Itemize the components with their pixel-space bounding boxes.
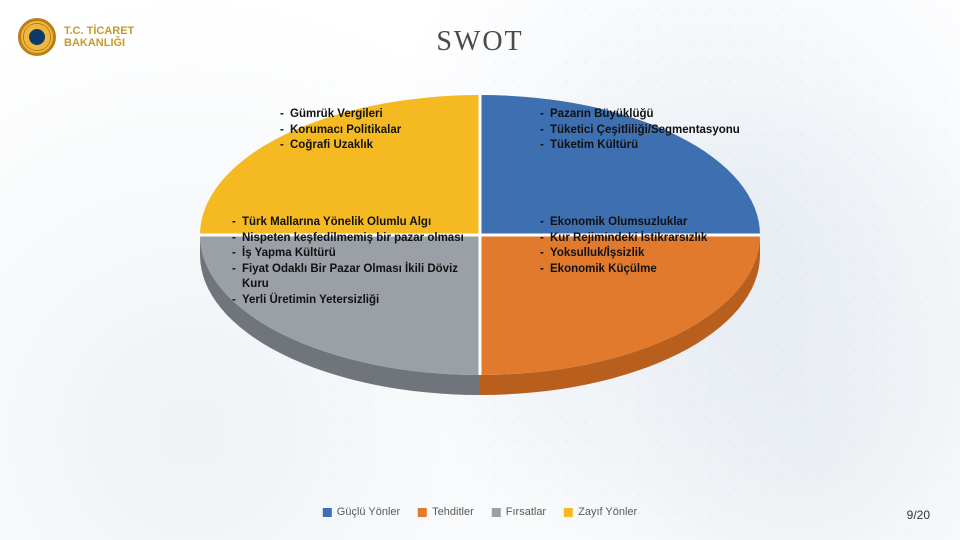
bullet-dash: - [540,107,550,123]
quadrant-strong: -Pazarın Büyüklüğü-Tüketici Çeşitliliği/… [540,107,820,154]
bullet-dash: - [232,293,242,309]
quadrant-strong-list: -Pazarın Büyüklüğü-Tüketici Çeşitliliği/… [540,107,820,154]
page-number: 9/20 [907,508,930,522]
bullet-dash: - [232,215,242,231]
list-item: -Korumacı Politikalar [280,123,510,139]
list-item: -Pazarın Büyüklüğü [540,107,820,123]
legend-label: Tehditler [432,506,474,518]
bullet-dash: - [540,138,550,154]
bullet-dash: - [540,215,550,231]
quadrant-weak: -Gümrük Vergileri-Korumacı Politikalar-C… [280,107,510,154]
list-item: -Kur Rejimindeki İstikrarsızlık [540,231,800,247]
legend-swatch [323,508,332,517]
bullet-dash: - [232,262,242,293]
bullet-dash: - [540,262,550,278]
quadrant-opportunity-list: -Türk Mallarına Yönelik Olumlu Algı-Nisp… [232,215,482,308]
bullet-dash: - [540,231,550,247]
list-item-label: Tüketici Çeşitliliği/Segmentasyonu [550,123,740,139]
list-item-label: Gümrük Vergileri [290,107,383,123]
list-item-label: Yoksulluk/İşsizlik [550,246,644,262]
legend-swatch [564,508,573,517]
legend-label: Güçlü Yönler [337,506,400,518]
bullet-dash: - [280,123,290,139]
list-item: -Yerli Üretimin Yetersizliği [232,293,482,309]
list-item: -Tüketim Kültürü [540,138,820,154]
list-item: -Yoksulluk/İşsizlik [540,246,800,262]
legend-swatch [418,508,427,517]
bullet-dash: - [540,246,550,262]
bullet-dash: - [280,138,290,154]
list-item-label: İş Yapma Kültürü [242,246,336,262]
list-item-label: Nispeten keşfedilmemiş bir pazar olması [242,231,464,247]
legend-item: Tehditler [418,506,474,518]
legend-label: Zayıf Yönler [578,506,637,518]
bullet-dash: - [232,231,242,247]
list-item: -Ekonomik Küçülme [540,262,800,278]
bullet-dash: - [540,123,550,139]
swot-pie-chart: -Gümrük Vergileri-Korumacı Politikalar-C… [140,95,820,415]
list-item: -Ekonomik Olumsuzluklar [540,215,800,231]
legend-swatch [492,508,501,517]
list-item-label: Pazarın Büyüklüğü [550,107,654,123]
pie-wrapper: -Gümrük Vergileri-Korumacı Politikalar-C… [200,95,760,375]
quadrant-threat: -Ekonomik Olumsuzluklar-Kur Rejimindeki … [540,215,800,277]
list-item-label: Tüketim Kültürü [550,138,638,154]
quadrant-opportunity: -Türk Mallarına Yönelik Olumlu Algı-Nisp… [232,215,482,308]
quadrant-weak-list: -Gümrük Vergileri-Korumacı Politikalar-C… [280,107,510,154]
list-item: -Tüketici Çeşitliliği/Segmentasyonu [540,123,820,139]
bullet-dash: - [280,107,290,123]
list-item-label: Ekonomik Küçülme [550,262,657,278]
list-item: -İş Yapma Kültürü [232,246,482,262]
list-item-label: Korumacı Politikalar [290,123,401,139]
list-item-label: Coğrafi Uzaklık [290,138,373,154]
legend-item: Fırsatlar [492,506,546,518]
legend-item: Zayıf Yönler [564,506,637,518]
legend-item: Güçlü Yönler [323,506,400,518]
list-item: -Coğrafi Uzaklık [280,138,510,154]
list-item-label: Türk Mallarına Yönelik Olumlu Algı [242,215,431,231]
list-item: -Gümrük Vergileri [280,107,510,123]
legend-label: Fırsatlar [506,506,546,518]
list-item: -Türk Mallarına Yönelik Olumlu Algı [232,215,482,231]
slide-title: SWOT [0,26,960,58]
list-item-label: Ekonomik Olumsuzluklar [550,215,687,231]
chart-legend: Güçlü Yönler Tehditler Fırsatlar Zayıf Yönl… [323,506,637,518]
bullet-dash: - [232,246,242,262]
list-item: -Fiyat Odaklı Bir Pazar Olması İkili Döv… [232,262,482,293]
quadrant-threat-list: -Ekonomik Olumsuzluklar-Kur Rejimindeki … [540,215,800,277]
list-item-label: Kur Rejimindeki İstikrarsızlık [550,231,707,247]
list-item-label: Yerli Üretimin Yetersizliği [242,293,379,309]
list-item: -Nispeten keşfedilmemiş bir pazar olması [232,231,482,247]
list-item-label: Fiyat Odaklı Bir Pazar Olması İkili Dövi… [242,262,482,293]
